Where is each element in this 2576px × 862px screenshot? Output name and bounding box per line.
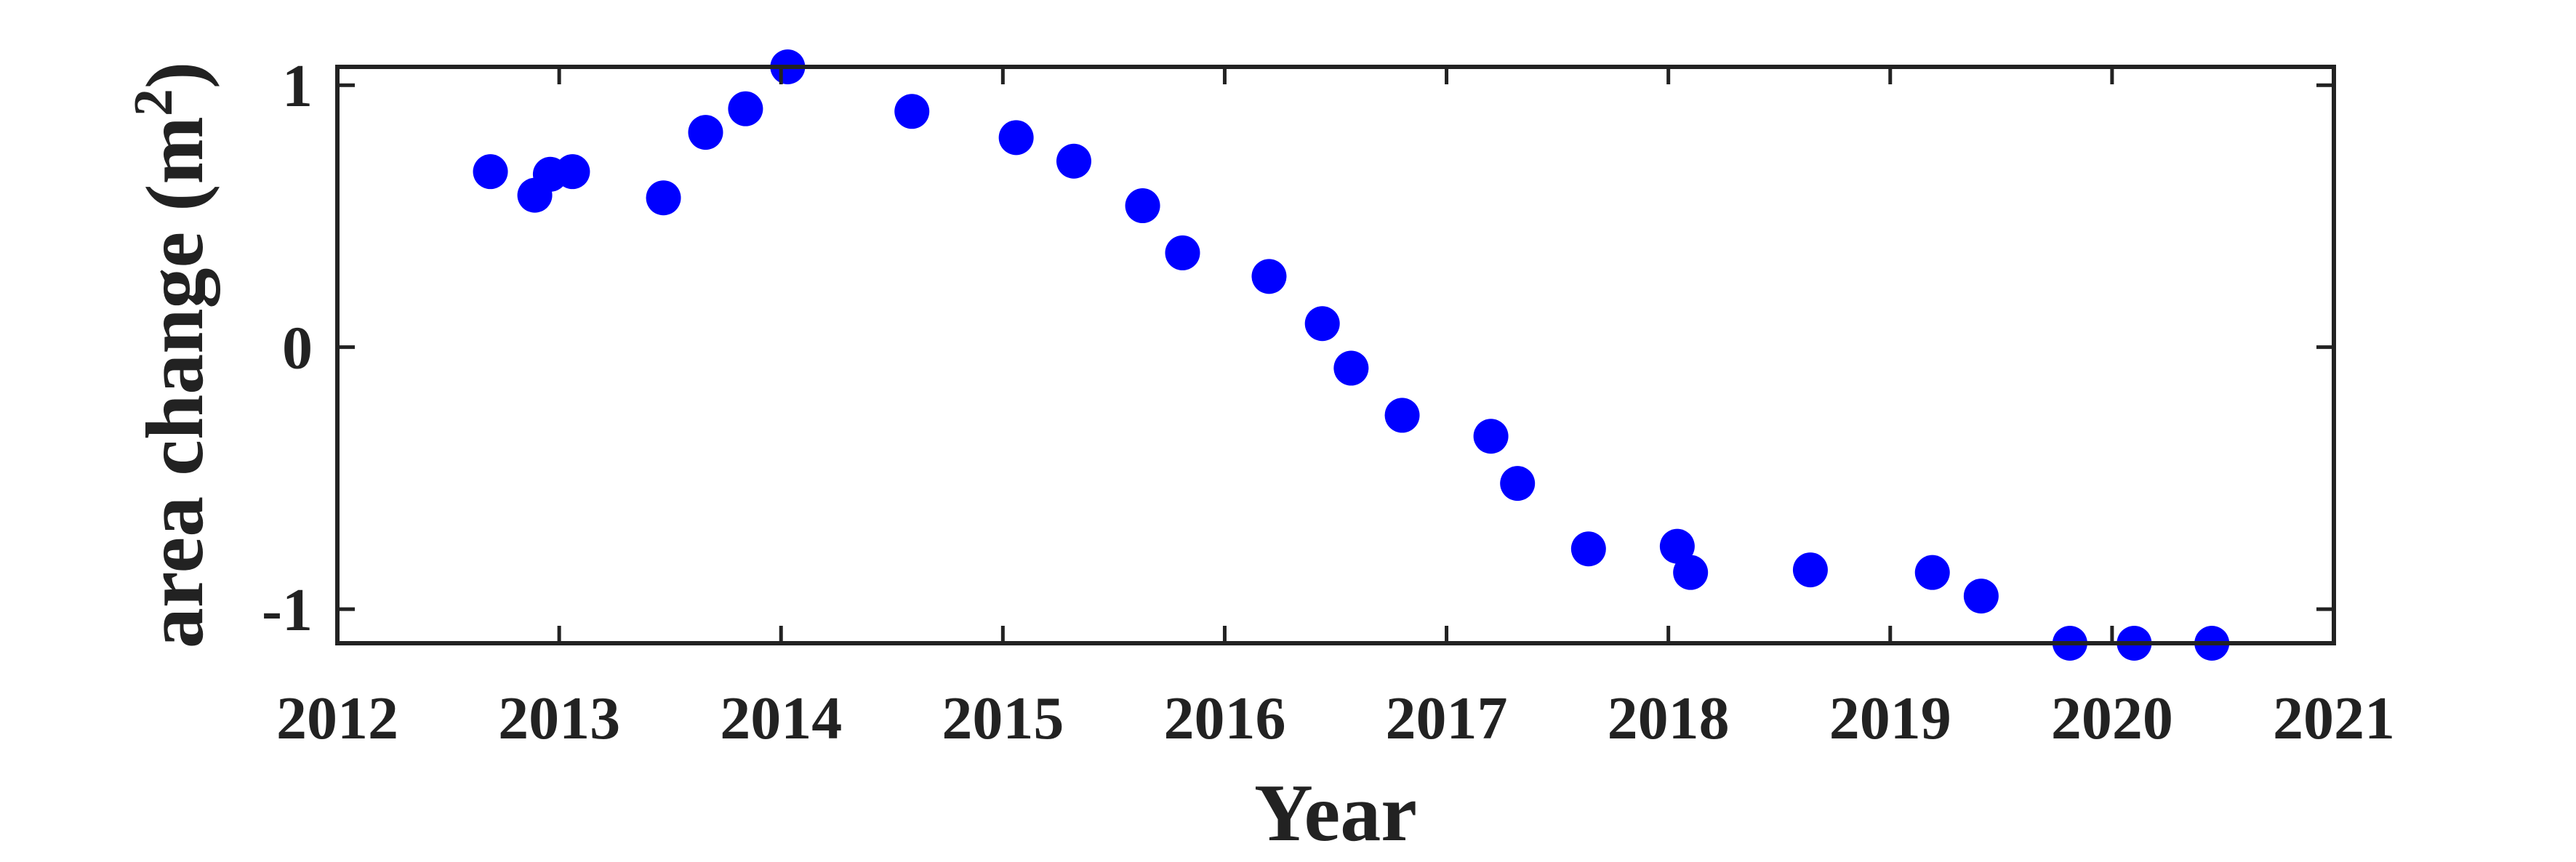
x-tick-label: 2012 — [276, 685, 398, 752]
data-point — [1251, 259, 1287, 294]
data-point — [998, 120, 1034, 156]
data-point — [1963, 579, 1999, 614]
y-axis-title-suffix: ) — [130, 62, 220, 89]
data-point — [1304, 306, 1340, 342]
x-tick-label: 2021 — [2273, 685, 2395, 752]
data-point — [688, 115, 723, 150]
y-axis-title-superscript: 2 — [123, 89, 184, 116]
x-tick-label: 2016 — [1163, 685, 1285, 752]
x-tick-label: 2015 — [942, 685, 1064, 752]
data-point — [728, 91, 763, 126]
data-point — [1570, 531, 1606, 567]
y-tick-label: 0 — [282, 315, 313, 382]
data-points — [473, 49, 2230, 661]
data-point — [555, 154, 590, 190]
data-point — [894, 94, 930, 129]
x-tick-label: 2020 — [2051, 685, 2173, 752]
plot-area-frame — [335, 65, 2336, 645]
x-tick-label: 2018 — [1608, 685, 1730, 752]
x-tick-label: 2014 — [720, 685, 842, 752]
data-point — [1165, 235, 1200, 270]
data-point — [1125, 188, 1160, 224]
data-point — [1473, 419, 1509, 454]
y-tick-label: 1 — [282, 52, 313, 120]
y-axis-title-text: area change (m — [130, 116, 220, 648]
x-tick-label: 2017 — [1386, 685, 1508, 752]
data-point — [1659, 528, 1695, 564]
x-tick-label: 2013 — [498, 685, 620, 752]
y-axis-ticks: -1 0 1 — [262, 52, 2334, 644]
x-tick-label: 2019 — [1829, 685, 1951, 752]
data-point — [1333, 350, 1369, 386]
y-axis-title: area change (m2) — [123, 62, 220, 648]
data-point — [1914, 555, 1950, 590]
data-point — [1792, 552, 1828, 588]
x-axis-ticks: 2012 2013 2014 2015 2016 2017 2018 2019 2020 2021 — [276, 67, 2395, 752]
y-tick-label: -1 — [262, 576, 313, 644]
data-point — [1673, 555, 1709, 590]
x-axis-title: Year — [1254, 768, 1417, 858]
data-point — [1384, 398, 1420, 433]
data-point — [646, 180, 681, 216]
data-point — [473, 154, 508, 190]
data-point — [1056, 143, 1091, 179]
data-point — [1500, 466, 1536, 502]
